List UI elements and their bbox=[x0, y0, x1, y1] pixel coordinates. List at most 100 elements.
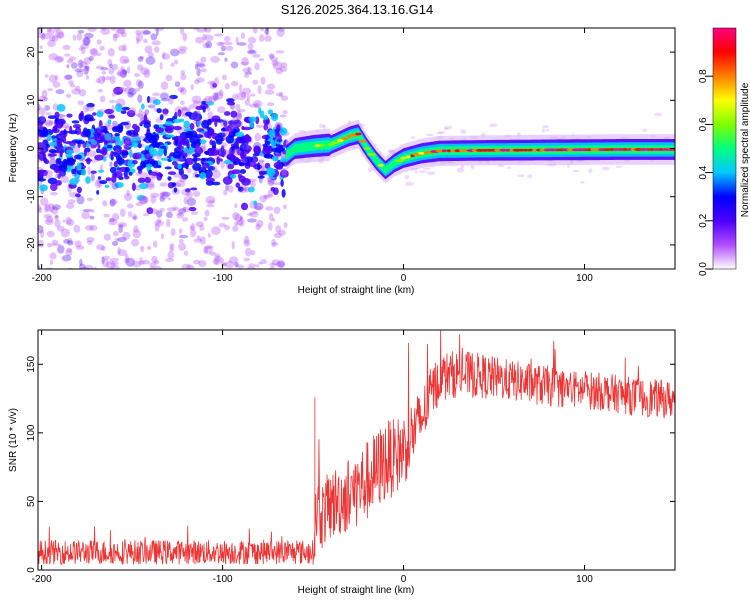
noise-blob bbox=[69, 142, 75, 149]
noise-blob bbox=[276, 153, 281, 160]
noise-blob bbox=[100, 146, 108, 156]
noise-blob bbox=[280, 179, 284, 187]
noise-blob bbox=[140, 29, 150, 35]
noise-blob bbox=[216, 156, 221, 165]
noise-blob bbox=[259, 172, 265, 176]
noise-blob bbox=[65, 153, 73, 158]
noise-blob bbox=[271, 259, 281, 266]
noise-blob bbox=[205, 177, 215, 183]
noise-blob bbox=[102, 156, 107, 162]
y-tick-label: 20 bbox=[26, 46, 37, 58]
noise-blob bbox=[149, 172, 156, 181]
noise-blob bbox=[256, 219, 264, 228]
speckle-blob bbox=[426, 171, 436, 175]
noise-blob bbox=[60, 228, 70, 238]
noise-blob bbox=[38, 143, 47, 149]
noise-blob bbox=[152, 99, 161, 106]
noise-blob bbox=[269, 262, 277, 267]
noise-blob bbox=[200, 68, 208, 73]
noise-blob bbox=[228, 125, 235, 132]
noise-blob bbox=[215, 253, 221, 258]
noise-blob bbox=[237, 173, 243, 179]
noise-blob bbox=[111, 92, 116, 97]
noise-blob bbox=[235, 103, 241, 112]
noise-blob bbox=[242, 142, 250, 151]
noise-blob bbox=[120, 208, 126, 217]
noise-blob bbox=[240, 61, 249, 66]
noise-blob bbox=[271, 141, 276, 149]
noise-blob bbox=[243, 257, 251, 262]
noise-blob bbox=[71, 88, 81, 95]
noise-blob bbox=[241, 126, 252, 131]
noise-blob bbox=[266, 83, 276, 90]
speckle-blob bbox=[615, 165, 623, 168]
noise-blob bbox=[143, 153, 149, 159]
noise-blob bbox=[84, 225, 94, 231]
ridge-hotspot bbox=[355, 132, 362, 136]
speckle-blob bbox=[418, 170, 427, 173]
noise-blob bbox=[122, 59, 130, 63]
noise-blob bbox=[86, 236, 95, 243]
noise-blob bbox=[95, 128, 100, 135]
noise-blob bbox=[226, 98, 235, 103]
noise-blob bbox=[85, 65, 90, 70]
noise-blob bbox=[126, 66, 131, 74]
noise-blob bbox=[67, 240, 74, 246]
noise-blob bbox=[218, 41, 225, 46]
noise-blob bbox=[41, 89, 48, 99]
noise-blob bbox=[56, 158, 62, 164]
noise-blob bbox=[205, 195, 216, 205]
noise-blob bbox=[75, 140, 85, 145]
noise-blob bbox=[96, 39, 102, 45]
noise-blob bbox=[199, 236, 206, 245]
noise-blob bbox=[187, 167, 192, 174]
noise-blob bbox=[117, 222, 127, 228]
noise-blob bbox=[51, 243, 62, 247]
noise-blob bbox=[164, 121, 173, 126]
noise-blob bbox=[264, 140, 271, 146]
ridge-hotspot bbox=[327, 143, 336, 147]
noise-blob bbox=[150, 33, 158, 41]
noise-blob bbox=[136, 165, 144, 171]
noise-blob bbox=[97, 144, 101, 149]
noise-blob bbox=[250, 180, 256, 188]
noise-blob bbox=[108, 99, 116, 104]
speckle-blob bbox=[654, 112, 663, 117]
noise-blob bbox=[99, 164, 104, 171]
noise-blob bbox=[120, 66, 125, 71]
noise-blob bbox=[102, 200, 108, 207]
noise-blob bbox=[171, 182, 177, 187]
noise-blob bbox=[207, 166, 216, 171]
noise-blob bbox=[124, 86, 134, 95]
noise-blob bbox=[117, 125, 123, 134]
ridge-hotspot bbox=[616, 148, 625, 151]
noise-blob bbox=[199, 224, 205, 231]
noise-blob bbox=[69, 141, 76, 147]
noise-blob bbox=[90, 170, 97, 174]
noise-blob bbox=[38, 121, 44, 127]
noise-blob bbox=[231, 22, 235, 27]
speckle-blob bbox=[404, 175, 410, 180]
noise-blob bbox=[104, 108, 114, 115]
noise-blob bbox=[55, 74, 59, 81]
noise-blob bbox=[239, 83, 243, 93]
noise-blob bbox=[197, 62, 205, 67]
noise-blob bbox=[184, 157, 194, 165]
noise-blob bbox=[115, 103, 123, 112]
noise-blob bbox=[260, 28, 265, 32]
noise-blob bbox=[178, 46, 188, 51]
noise-blob bbox=[248, 116, 257, 122]
noise-blob bbox=[235, 159, 242, 163]
noise-blob bbox=[180, 88, 184, 92]
noise-blob bbox=[100, 129, 107, 133]
noise-blob bbox=[110, 150, 114, 158]
noise-blob bbox=[142, 30, 152, 35]
noise-blob bbox=[67, 80, 74, 85]
noise-blob bbox=[144, 45, 153, 54]
noise-blob bbox=[275, 92, 283, 97]
noise-blob bbox=[49, 252, 57, 260]
noise-blob bbox=[112, 63, 119, 71]
noise-blob bbox=[40, 33, 46, 41]
noise-blob bbox=[268, 222, 273, 231]
noise-blob bbox=[234, 213, 242, 223]
